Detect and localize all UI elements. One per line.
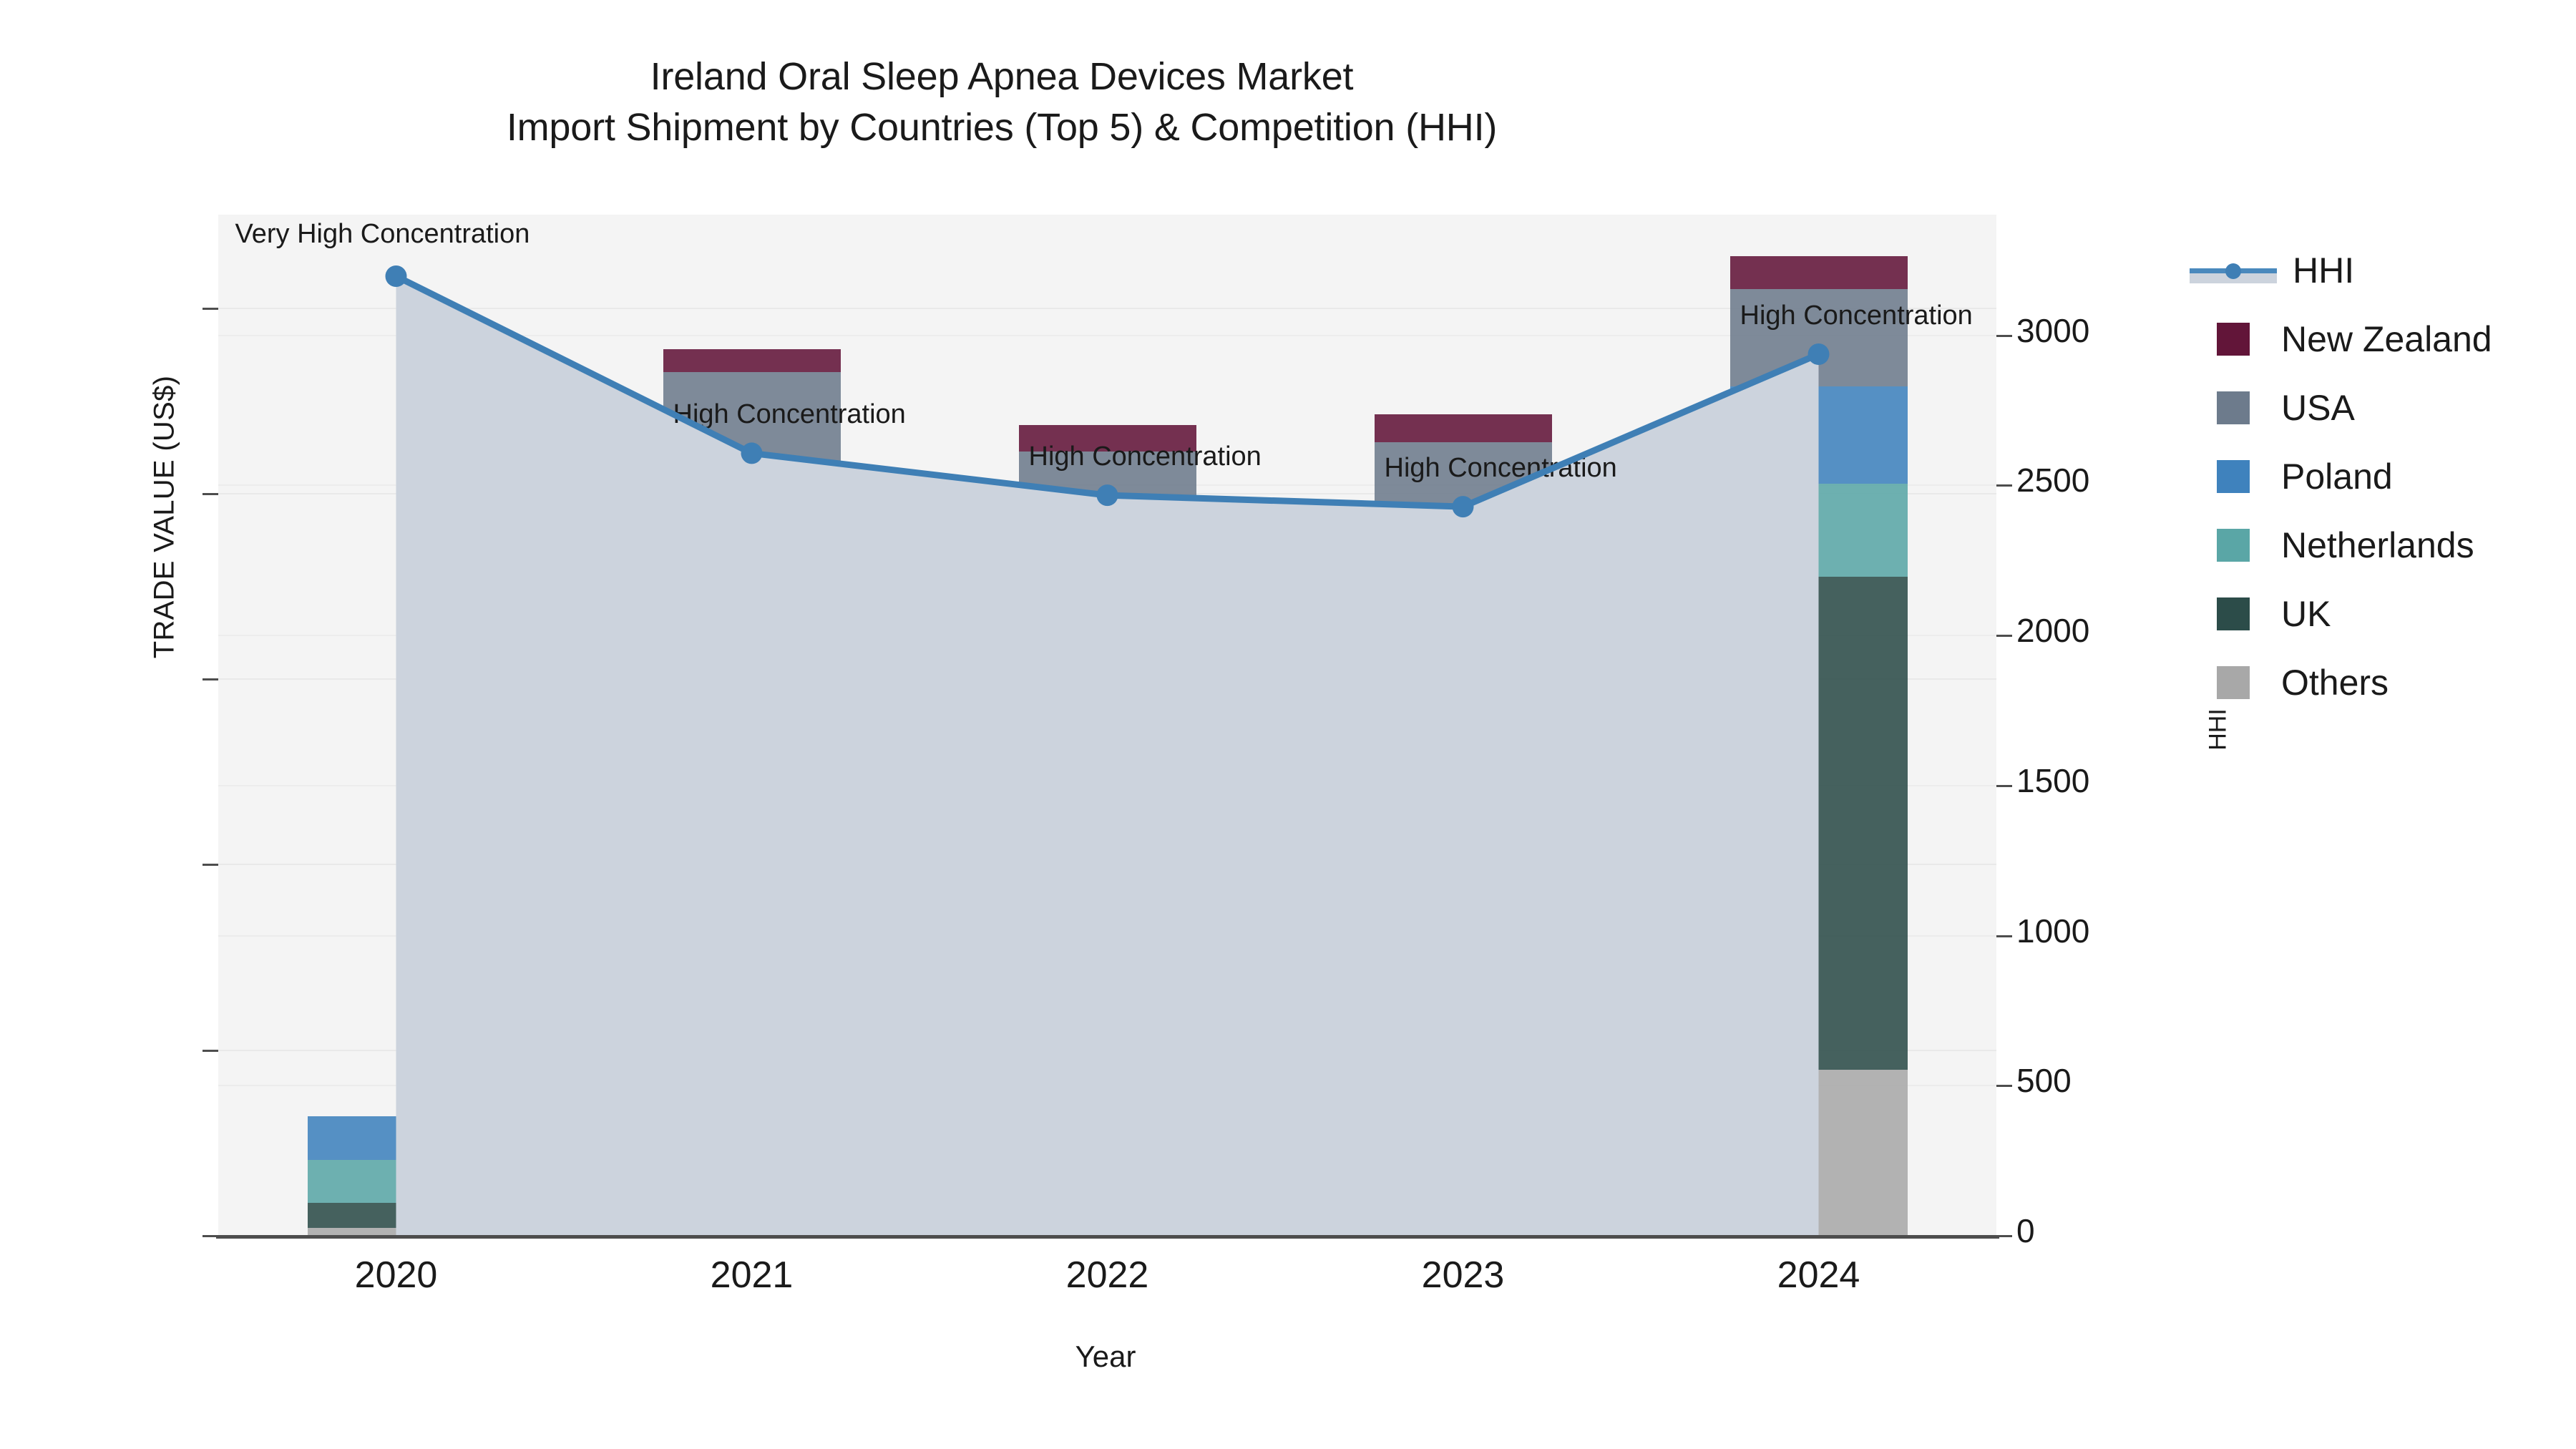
bar-segment[interactable] xyxy=(1374,535,1552,600)
legend-item[interactable]: Others xyxy=(2190,648,2492,717)
legend-item[interactable]: UK xyxy=(2190,580,2492,648)
concentration-annotation: High Concentration xyxy=(1740,301,1973,331)
legend-item[interactable]: HHI xyxy=(2190,236,2492,305)
y-axis-right-tick-mark xyxy=(1996,935,2012,937)
y-axis-right-tick-mark xyxy=(1996,1085,2012,1088)
chart-subtitle: Import Shipment by Countries (Top 5) & C… xyxy=(506,106,1498,150)
chart-legend: HHI New Zealand USA Poland Netherlands UK Othe… xyxy=(2190,236,2492,717)
concentration-annotation: Very High Concentration xyxy=(235,218,530,249)
legend-color-swatch xyxy=(2217,323,2250,356)
x-axis-tick-label: 2024 xyxy=(1777,1254,1860,1296)
bar-segment[interactable] xyxy=(307,1227,485,1235)
bar-segment[interactable] xyxy=(1729,256,1908,289)
y-axis-right-tick-mark xyxy=(1996,334,2012,337)
y-axis-left-tick-mark xyxy=(203,678,218,681)
y-axis-left-tick-mark xyxy=(203,864,218,867)
chart-title: Ireland Oral Sleep Apnea Devices Market xyxy=(650,55,1354,98)
legend-item-label: New Zealand xyxy=(2281,319,2492,359)
legend-item[interactable]: New Zealand xyxy=(2190,305,2492,374)
legend-item[interactable]: Poland xyxy=(2190,442,2492,511)
legend-item-label: Netherlands xyxy=(2281,525,2474,565)
hhi-line-icon xyxy=(2190,254,2277,287)
y-axis-left-tick-mark xyxy=(203,492,218,495)
x-axis-tick-label: 2023 xyxy=(1421,1254,1505,1296)
bar-segment[interactable] xyxy=(1374,599,1552,702)
bar-segment[interactable] xyxy=(307,1159,485,1203)
y-axis-right-tick-mark xyxy=(1996,635,2012,638)
concentration-annotation: High Concentration xyxy=(1028,441,1262,472)
y-axis-right-tick-mark xyxy=(1996,1235,2012,1237)
bar-segment[interactable] xyxy=(1729,1070,1908,1235)
bar-segment[interactable] xyxy=(1374,414,1552,442)
y-axis-left-tick-mark xyxy=(203,1235,218,1237)
x-axis-tick-label: 2022 xyxy=(1065,1254,1149,1296)
bar-segment[interactable] xyxy=(1729,386,1908,484)
bar-segment[interactable] xyxy=(1018,632,1196,723)
y-axis-left-tick-mark xyxy=(203,307,218,310)
legend-item-label: USA xyxy=(2281,388,2355,428)
bar-segment[interactable] xyxy=(1729,576,1908,1070)
y-axis-right-tick-label: 2000 xyxy=(2016,612,2090,650)
bar-segment[interactable] xyxy=(1018,722,1196,1092)
legend-color-swatch xyxy=(2217,597,2250,630)
y-axis-right-tick-label: 0 xyxy=(2016,1212,2035,1249)
y-axis-right-tick-label: 3000 xyxy=(2016,311,2090,349)
y-axis-left-label: TRADE VALUE (US$) xyxy=(148,375,180,659)
legend-color-swatch xyxy=(2217,391,2250,424)
legend-item[interactable]: USA xyxy=(2190,374,2492,442)
y-axis-right-tick-label: 500 xyxy=(2016,1062,2072,1100)
concentration-annotation: High Concentration xyxy=(673,399,906,430)
y-axis-right-tick-mark xyxy=(1996,784,2012,787)
bar-segment[interactable] xyxy=(663,1005,841,1235)
bar-segment[interactable] xyxy=(1374,701,1552,1075)
legend-color-swatch xyxy=(2217,529,2250,562)
y-axis-right-tick-label: 2500 xyxy=(2016,462,2090,499)
legend-color-swatch xyxy=(2217,460,2250,493)
legend-item-label: Others xyxy=(2281,663,2389,703)
legend-item[interactable]: Netherlands xyxy=(2190,511,2492,580)
bar-segment[interactable] xyxy=(663,585,841,1006)
bar-segment[interactable] xyxy=(307,1116,485,1160)
x-axis-label: Year xyxy=(1075,1340,1136,1373)
y-axis-right-tick-label: 1000 xyxy=(2016,912,2090,950)
concentration-annotation: High Concentration xyxy=(1384,453,1617,484)
x-axis-line xyxy=(216,1235,1999,1239)
bar-segment[interactable] xyxy=(663,511,841,586)
legend-item-label: UK xyxy=(2281,594,2331,634)
y-axis-right-tick-label: 1500 xyxy=(2016,761,2090,799)
bar-segment[interactable] xyxy=(1374,1074,1552,1235)
bar-segment[interactable] xyxy=(1018,1091,1196,1235)
legend-item-label: HHI xyxy=(2293,250,2355,291)
y-axis-left-tick-mark xyxy=(203,1049,218,1052)
bar-segment[interactable] xyxy=(663,460,841,512)
bar-segment[interactable] xyxy=(307,1202,485,1228)
y-axis-right-tick-mark xyxy=(1996,484,2012,487)
x-axis-tick-label: 2021 xyxy=(710,1254,794,1296)
legend-color-swatch xyxy=(2217,666,2250,699)
bar-segment[interactable] xyxy=(1018,576,1196,633)
x-axis-tick-label: 2020 xyxy=(354,1254,438,1296)
chart-title-block: Ireland Oral Sleep Apnea Devices Market … xyxy=(0,52,2004,154)
bar-segment[interactable] xyxy=(663,348,841,373)
bar-segment[interactable] xyxy=(1729,483,1908,577)
legend-item-label: Poland xyxy=(2281,457,2393,497)
